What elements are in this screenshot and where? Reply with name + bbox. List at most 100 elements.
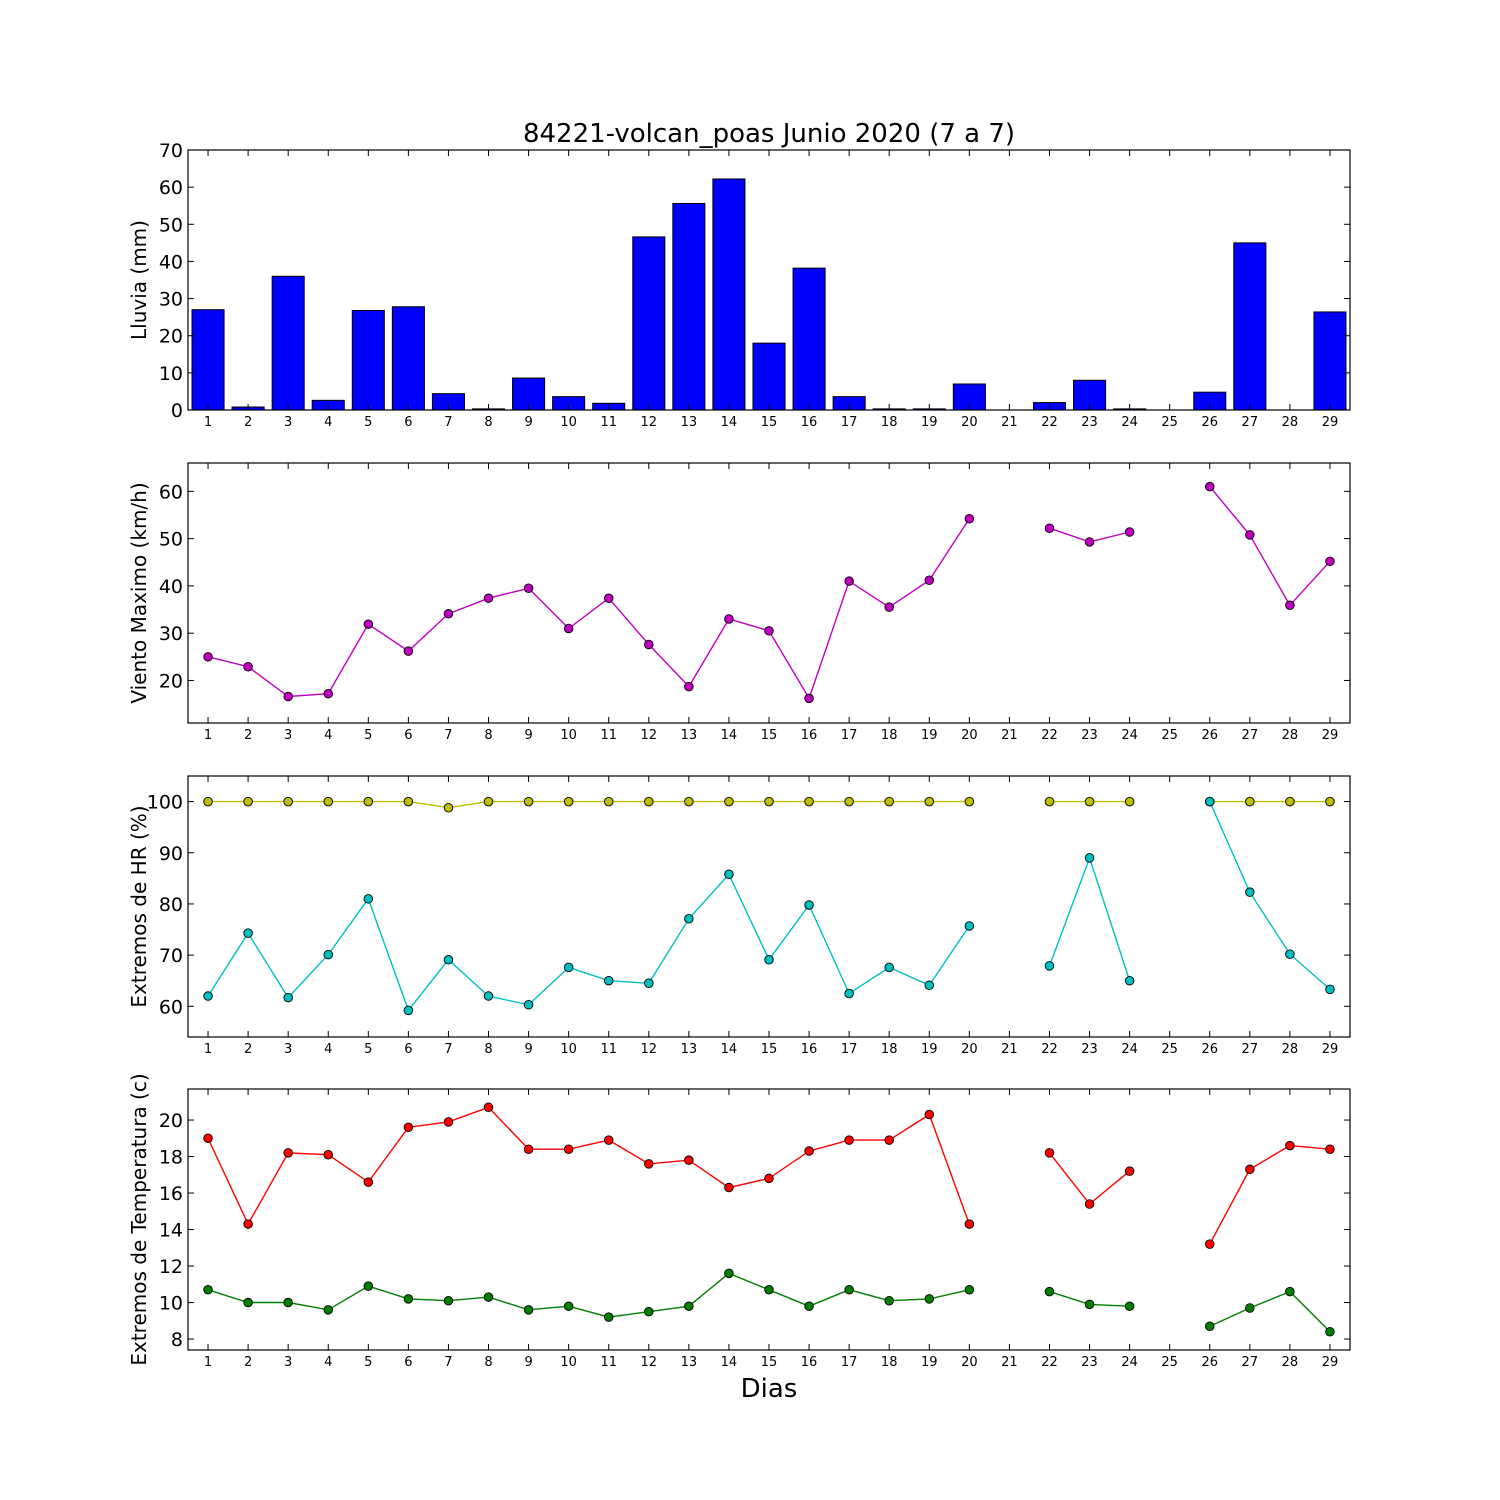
x-tick-label: 29 [1322, 415, 1339, 430]
x-tick-label: 20 [961, 415, 978, 430]
series-2-point-day-10 [563, 962, 574, 973]
series-2-point-day-16 [804, 900, 814, 910]
series-2-point-day-24 [1124, 975, 1135, 986]
x-tick-label: 22 [1041, 728, 1058, 743]
x-tick-label: 24 [1121, 415, 1138, 430]
x-tick-label: 13 [681, 1042, 698, 1057]
x-tick-label: 21 [1001, 1042, 1018, 1057]
series-2-point-day-24 [1124, 1301, 1135, 1311]
y-tick-label: 80 [159, 894, 183, 916]
x-tick-label: 21 [1001, 728, 1018, 743]
y-tick-label: 16 [159, 1183, 183, 1205]
series-2-line-segment-1 [207, 1272, 970, 1318]
series-2-point-day-17 [844, 988, 854, 999]
x-tick-label: 7 [444, 1355, 452, 1370]
series-1-point-day-23 [1084, 796, 1095, 807]
series-2-point-day-29 [1325, 1326, 1335, 1337]
series-1-point-day-1 [203, 652, 213, 662]
series-1-point-day-15 [764, 796, 774, 807]
y-tick-label: 50 [159, 529, 183, 551]
x-tick-label: 14 [721, 1355, 738, 1370]
x-tick-label: 13 [681, 728, 698, 743]
series-1-point-day-8 [483, 1102, 494, 1113]
x-tick-label: 27 [1242, 1355, 1259, 1370]
y-tick-label: 70 [159, 140, 183, 162]
x-tick-label: 8 [484, 728, 492, 743]
series-1-point-day-2 [243, 661, 253, 672]
series-1-point-day-24 [1124, 796, 1135, 807]
series-2-point-day-14 [724, 1268, 734, 1279]
chart-title: 84221-volcan_poas Junio 2020 (7 a 7) [523, 119, 1015, 149]
x-tick-label: 15 [761, 728, 778, 743]
series-1-point-day-5 [363, 796, 374, 807]
series-1-point-day-5 [363, 1177, 374, 1187]
series-2-point-day-1 [203, 991, 213, 1001]
x-tick-label: 15 [761, 1042, 778, 1057]
x-tick-label: 13 [681, 415, 698, 430]
series-1-point-day-27 [1245, 796, 1255, 807]
series-2-point-day-6 [403, 1005, 414, 1016]
x-tick-label: 14 [721, 1042, 738, 1057]
series-2-point-day-20 [964, 921, 975, 931]
x-tick-label: 13 [681, 1355, 698, 1370]
series-2-point-day-4 [323, 949, 333, 960]
x-tick-label: 10 [560, 415, 577, 430]
series-1-point-day-7 [443, 609, 454, 619]
series-2-point-day-19 [924, 980, 935, 991]
series-1-point-day-6 [403, 646, 414, 656]
series-2-point-day-5 [363, 1281, 374, 1291]
y-tick-label: 50 [159, 214, 183, 236]
series-1-point-day-4 [323, 1149, 333, 1160]
x-tick-label: 1 [204, 1355, 212, 1370]
series-1-point-day-12 [644, 796, 654, 807]
series-2-point-day-14 [724, 869, 734, 880]
series-1-line-segment-1 [207, 518, 970, 701]
x-tick-label: 17 [841, 415, 858, 430]
x-tick-label: 26 [1201, 728, 1218, 743]
series-1-point-day-4 [323, 688, 333, 699]
series-1-point-day-7 [443, 1117, 454, 1127]
y-tick-label: 70 [159, 945, 183, 967]
series-2-point-day-7 [443, 954, 454, 965]
x-tick-label: 29 [1322, 1042, 1339, 1057]
x-tick-label: 29 [1322, 1355, 1339, 1370]
series-1-point-day-6 [403, 796, 414, 807]
series-1-point-day-16 [804, 693, 814, 704]
series-1-point-day-15 [764, 1173, 774, 1184]
series-1-point-day-18 [884, 1135, 894, 1145]
series-2-point-day-28 [1285, 949, 1295, 959]
x-tick-label: 28 [1282, 728, 1299, 743]
x-tick-label: 10 [560, 1042, 577, 1057]
x-tick-label: 29 [1322, 728, 1339, 743]
series-2-point-day-29 [1325, 984, 1335, 995]
x-tick-label: 20 [961, 1355, 978, 1370]
x-tick-label: 12 [641, 1042, 658, 1057]
series-1-line-segment-3 [1209, 486, 1331, 607]
series-2-point-day-17 [844, 1285, 854, 1295]
x-tick-label: 16 [801, 1355, 818, 1370]
series-1-point-day-22 [1044, 523, 1055, 533]
series-1-point-day-1 [203, 796, 213, 807]
x-tick-label: 8 [484, 1355, 492, 1370]
bar-day-1 [191, 309, 225, 411]
x-tick-label: 2 [244, 1355, 252, 1370]
series-1-point-day-20 [964, 514, 975, 524]
y-axis-label: Viento Maximo (km/h) [127, 482, 151, 703]
y-tick-label: 30 [159, 289, 183, 311]
series-2-point-day-15 [764, 1285, 774, 1295]
x-tick-label: 7 [444, 728, 452, 743]
x-tick-label: 1 [204, 728, 212, 743]
x-tick-label: 26 [1201, 1042, 1218, 1057]
x-tick-label: 3 [284, 1355, 292, 1370]
series-2-point-day-3 [283, 1297, 293, 1308]
x-tick-label: 17 [841, 1355, 858, 1370]
series-1-point-day-12 [644, 639, 654, 650]
x-tick-label: 20 [961, 1042, 978, 1057]
series-1-point-day-1 [203, 1133, 213, 1144]
x-tick-label: 14 [721, 415, 738, 430]
bar-day-16 [792, 267, 826, 411]
y-tick-label: 100 [147, 792, 183, 814]
series-2-point-day-9 [523, 1305, 534, 1315]
x-tick-label: 26 [1201, 1355, 1218, 1370]
y-tick-label: 60 [159, 177, 183, 199]
